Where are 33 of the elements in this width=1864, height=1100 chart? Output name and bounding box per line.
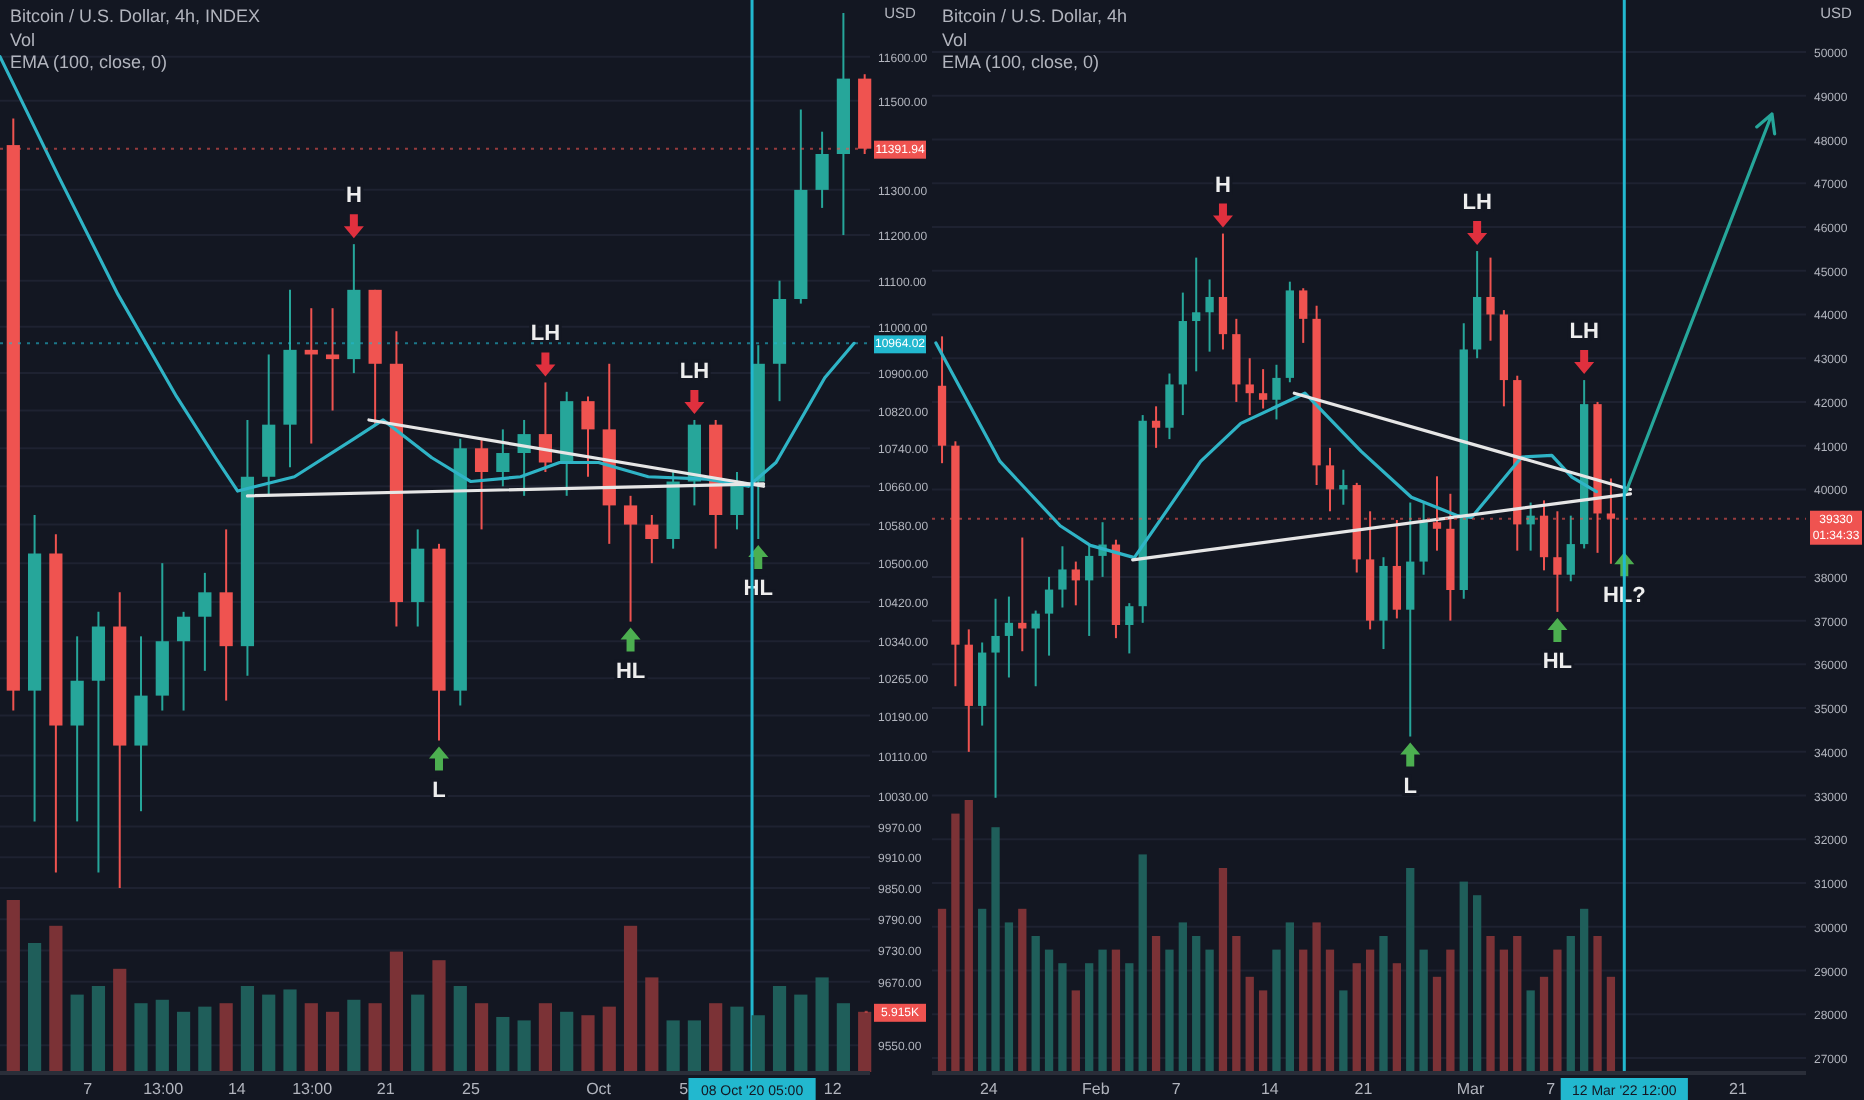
x-tick-label: 7 [1171, 1080, 1182, 1098]
chart-title: Bitcoin / U.S. Dollar, 4h [942, 6, 1128, 26]
x-tick-label: 14 [1260, 1080, 1280, 1098]
x-tick-label: 13:00 [143, 1080, 185, 1098]
annotation: LH [1569, 320, 1599, 345]
annotation: Vol [942, 30, 968, 50]
annotation: L [432, 778, 447, 803]
x-tick-label: Oct [586, 1080, 613, 1098]
x-tick-label: Feb [1082, 1080, 1111, 1098]
x-tick-label: 21 [376, 1080, 396, 1098]
x-tick-label: 13:00 [292, 1080, 334, 1098]
x-tick-label: 14 [227, 1080, 247, 1098]
annotation: LH [530, 322, 561, 347]
x-tick-label: Mar [1456, 1080, 1485, 1098]
annotation: H [1215, 173, 1232, 198]
x-tick-label: 21 [1354, 1080, 1374, 1098]
x-tick-label: 21 [1729, 1080, 1748, 1098]
x-tick-label: 5 [679, 1080, 690, 1098]
x-tick-label: 24 [979, 1080, 999, 1098]
annotation: LH [1462, 191, 1492, 216]
annotation: L [1403, 774, 1418, 799]
annotation: HL [1542, 649, 1573, 674]
x-tick-label: 7 [1546, 1080, 1557, 1098]
chart-title: Bitcoin / U.S. Dollar, 4h, INDEX [10, 6, 261, 26]
x-tick-label: 12 [823, 1080, 843, 1098]
annotation: H [345, 184, 362, 209]
annotation: EMA (100, close, 0) [942, 52, 1100, 72]
x-tick-label: 7 [83, 1080, 94, 1098]
annotation: EMA (100, close, 0) [10, 52, 168, 72]
annotation: Vol [10, 30, 36, 50]
annotation: LH [679, 359, 710, 384]
x-tick-label: 25 [462, 1080, 481, 1098]
annotation: HL [615, 659, 646, 684]
